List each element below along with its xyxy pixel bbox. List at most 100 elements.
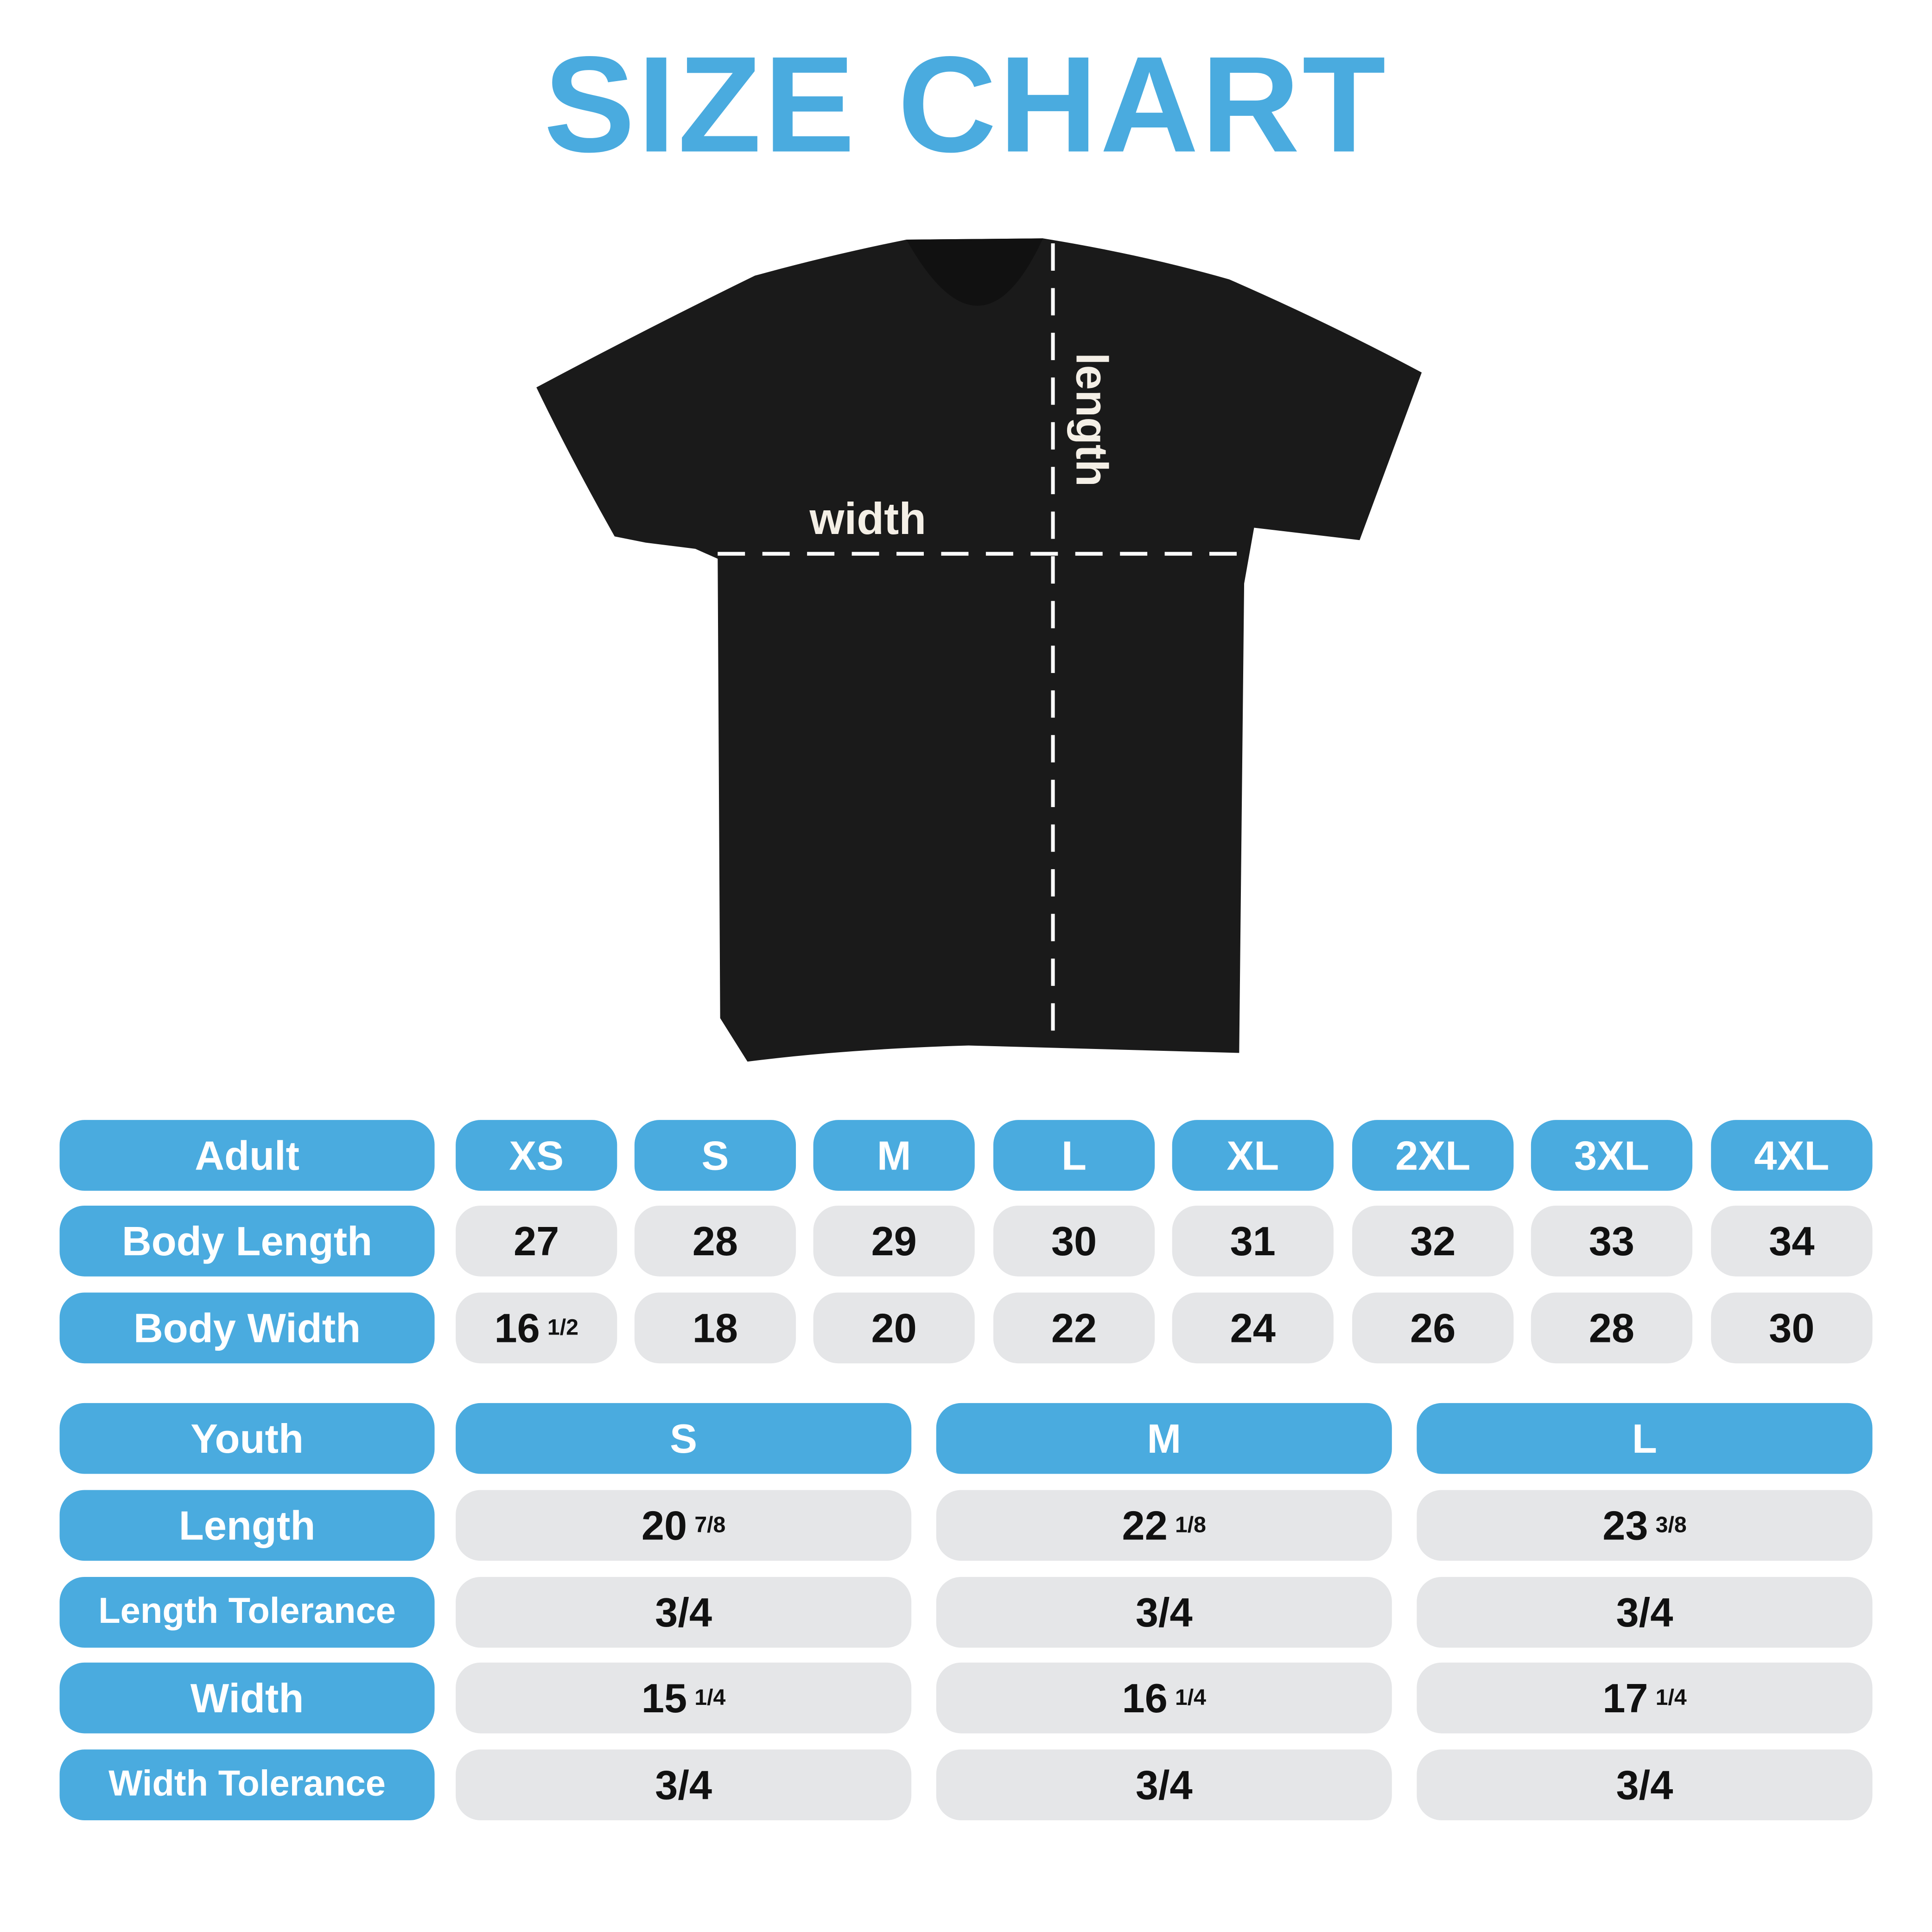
value-fraction: 1/4 — [1175, 1684, 1207, 1710]
youth-row-label: Length Tolerance — [59, 1576, 435, 1648]
value-whole: 26 — [1410, 1304, 1456, 1351]
adult-size-header: M — [813, 1120, 975, 1191]
youth-header-text: Youth — [191, 1415, 304, 1461]
value-fraction: 3/8 — [1655, 1512, 1687, 1538]
adult-row-label: Body Length — [59, 1206, 435, 1277]
adult-value-cell: 31 — [1172, 1206, 1334, 1277]
youth-value-cell: 3/4 — [936, 1576, 1392, 1648]
size-label: S — [701, 1131, 729, 1178]
page-title: SIZE CHART — [544, 28, 1388, 182]
length-label: length — [1067, 353, 1116, 487]
adult-value-cell: 28 — [1531, 1292, 1693, 1364]
size-label: M — [877, 1131, 911, 1178]
adult-size-header: L — [993, 1120, 1155, 1191]
youth-header-label: Youth — [59, 1403, 435, 1474]
adult-value-cell: 18 — [634, 1292, 796, 1364]
youth-value-cell: 20 7/8 — [456, 1490, 912, 1561]
size-label: XS — [509, 1131, 564, 1178]
value-whole: 15 — [641, 1674, 687, 1721]
row-label-text: Body Width — [133, 1304, 361, 1351]
adult-value-cell: 22 — [993, 1292, 1155, 1364]
value-whole: 3/4 — [1135, 1589, 1193, 1635]
value-whole: 3/4 — [1135, 1761, 1193, 1807]
tshirt-diagram: width length — [536, 238, 1422, 1062]
row-label-text: Width — [190, 1674, 304, 1721]
youth-size-header: S — [456, 1403, 912, 1474]
value-whole: 17 — [1602, 1674, 1648, 1721]
adult-row-label: Body Width — [59, 1292, 435, 1364]
size-label: 4XL — [1754, 1131, 1830, 1178]
youth-size-header: M — [936, 1403, 1392, 1474]
youth-value-cell: 3/4 — [456, 1749, 912, 1820]
row-label-text: Body Length — [121, 1217, 373, 1264]
value-fraction: 1/4 — [694, 1684, 726, 1710]
size-label: 3XL — [1574, 1131, 1650, 1178]
adult-value-cell: 24 — [1172, 1292, 1334, 1364]
youth-row-label: Length — [59, 1490, 435, 1561]
adult-value-cell: 33 — [1531, 1206, 1693, 1277]
value-whole: 31 — [1230, 1217, 1276, 1264]
value-fraction: 1/4 — [1655, 1684, 1687, 1710]
adult-value-cell: 30 — [993, 1206, 1155, 1277]
adult-value-cell: 34 — [1711, 1206, 1873, 1277]
size-label: L — [1061, 1131, 1087, 1178]
youth-value-cell: 22 1/8 — [936, 1490, 1392, 1561]
value-whole: 27 — [514, 1217, 559, 1264]
adult-size-header: S — [634, 1120, 796, 1191]
value-whole: 22 — [1051, 1304, 1097, 1351]
width-label: width — [809, 494, 927, 544]
adult-size-header: XS — [456, 1120, 617, 1191]
size-label: M — [1147, 1415, 1182, 1461]
value-whole: 32 — [1410, 1217, 1456, 1264]
value-whole: 16 — [494, 1304, 540, 1351]
tshirt-illustration — [536, 238, 1422, 1062]
value-whole: 20 — [641, 1501, 687, 1548]
value-whole: 28 — [692, 1217, 738, 1264]
collar — [906, 238, 1043, 306]
adult-value-cell: 32 — [1352, 1206, 1514, 1277]
adult-value-cell: 29 — [813, 1206, 975, 1277]
adult-value-cell: 26 — [1352, 1292, 1514, 1364]
value-fraction: 7/8 — [694, 1512, 726, 1538]
adult-value-cell: 28 — [634, 1206, 796, 1277]
youth-value-cell: 3/4 — [1417, 1576, 1873, 1648]
adult-size-header: 4XL — [1711, 1120, 1873, 1191]
youth-value-cell: 3/4 — [1417, 1749, 1873, 1820]
value-whole: 3/4 — [655, 1589, 712, 1635]
value-whole: 30 — [1769, 1304, 1815, 1351]
value-whole: 23 — [1602, 1501, 1648, 1548]
youth-row-label: Width — [59, 1662, 435, 1734]
adult-size-header: 3XL — [1531, 1120, 1693, 1191]
adult-size-header: XL — [1172, 1120, 1334, 1191]
value-whole: 3/4 — [655, 1761, 712, 1807]
adult-header-text: Adult — [195, 1131, 299, 1178]
adult-value-cell: 20 — [813, 1292, 975, 1364]
adult-value-cell: 16 1/2 — [456, 1292, 617, 1364]
value-whole: 28 — [1589, 1304, 1635, 1351]
value-whole: 34 — [1769, 1217, 1815, 1264]
value-whole: 33 — [1589, 1217, 1635, 1264]
value-whole: 16 — [1122, 1674, 1168, 1721]
value-whole: 3/4 — [1616, 1761, 1673, 1807]
youth-value-cell: 16 1/4 — [936, 1662, 1392, 1734]
value-whole: 29 — [871, 1217, 917, 1264]
youth-value-cell: 15 1/4 — [456, 1662, 912, 1734]
adult-size-header: 2XL — [1352, 1120, 1514, 1191]
value-whole: 3/4 — [1616, 1589, 1673, 1635]
youth-value-cell: 3/4 — [936, 1749, 1392, 1820]
row-label-text: Length Tolerance — [98, 1592, 396, 1632]
value-whole: 20 — [871, 1304, 917, 1351]
row-label-text: Width Tolerance — [108, 1764, 386, 1805]
value-whole: 18 — [692, 1304, 738, 1351]
adult-value-cell: 27 — [456, 1206, 617, 1277]
youth-size-header: L — [1417, 1403, 1873, 1474]
youth-value-cell: 3/4 — [456, 1576, 912, 1648]
value-fraction: 1/8 — [1175, 1512, 1207, 1538]
youth-value-cell: 17 1/4 — [1417, 1662, 1873, 1734]
size-label: 2XL — [1395, 1131, 1471, 1178]
value-whole: 24 — [1230, 1304, 1276, 1351]
adult-value-cell: 30 — [1711, 1292, 1873, 1364]
value-whole: 30 — [1051, 1217, 1097, 1264]
youth-row-label: Width Tolerance — [59, 1749, 435, 1820]
